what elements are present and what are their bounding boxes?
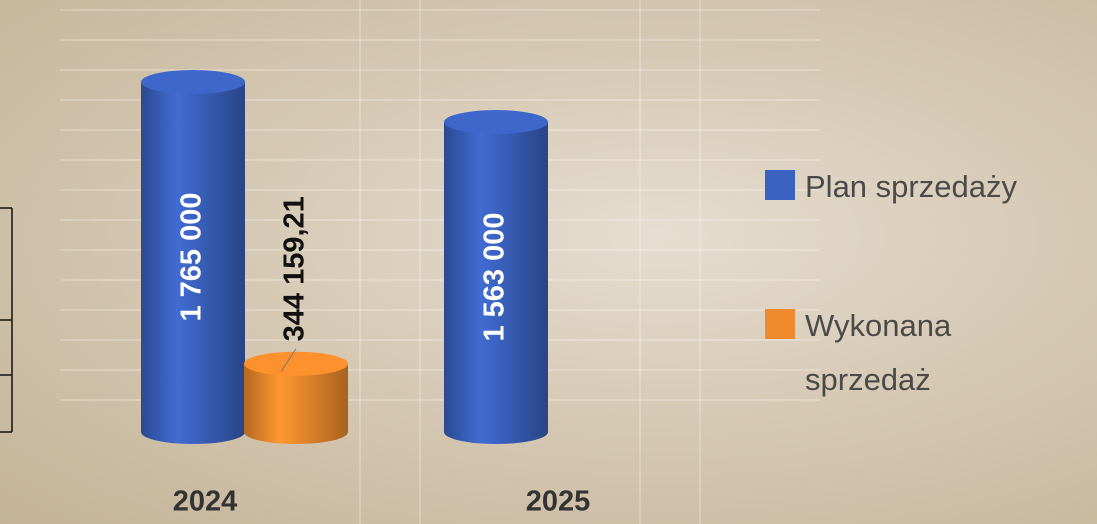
cylinder-bar <box>444 110 548 445</box>
cylinder-top <box>244 351 348 376</box>
leader-line <box>280 348 297 373</box>
legend-swatch <box>765 309 795 339</box>
cylinder-body <box>244 363 348 444</box>
data-label: 1 563 000 <box>479 213 511 342</box>
legend-item: Wykonana sprzedaż <box>765 299 1065 407</box>
cylinder-top <box>141 70 245 94</box>
data-label: 344 159,21 <box>279 196 311 341</box>
legend: Plan sprzedaży Wykonana sprzedaż <box>765 160 1065 492</box>
x-tick-label: 2025 <box>526 486 591 518</box>
legend-label: Wykonana sprzedaż <box>805 308 952 397</box>
legend-swatch <box>765 170 795 200</box>
cylinder-body <box>141 82 245 444</box>
legend-item: Plan sprzedaży <box>765 160 1065 214</box>
cylinder-top <box>444 110 548 135</box>
legend-label: Plan sprzedaży <box>805 169 1017 204</box>
cylinder-body <box>444 122 548 445</box>
table-fragment <box>0 207 13 433</box>
cylinder-bar <box>141 70 245 444</box>
cylinder-bar <box>244 351 348 444</box>
data-label: 1 765 000 <box>176 192 208 321</box>
x-tick-label: 2024 <box>173 486 238 518</box>
